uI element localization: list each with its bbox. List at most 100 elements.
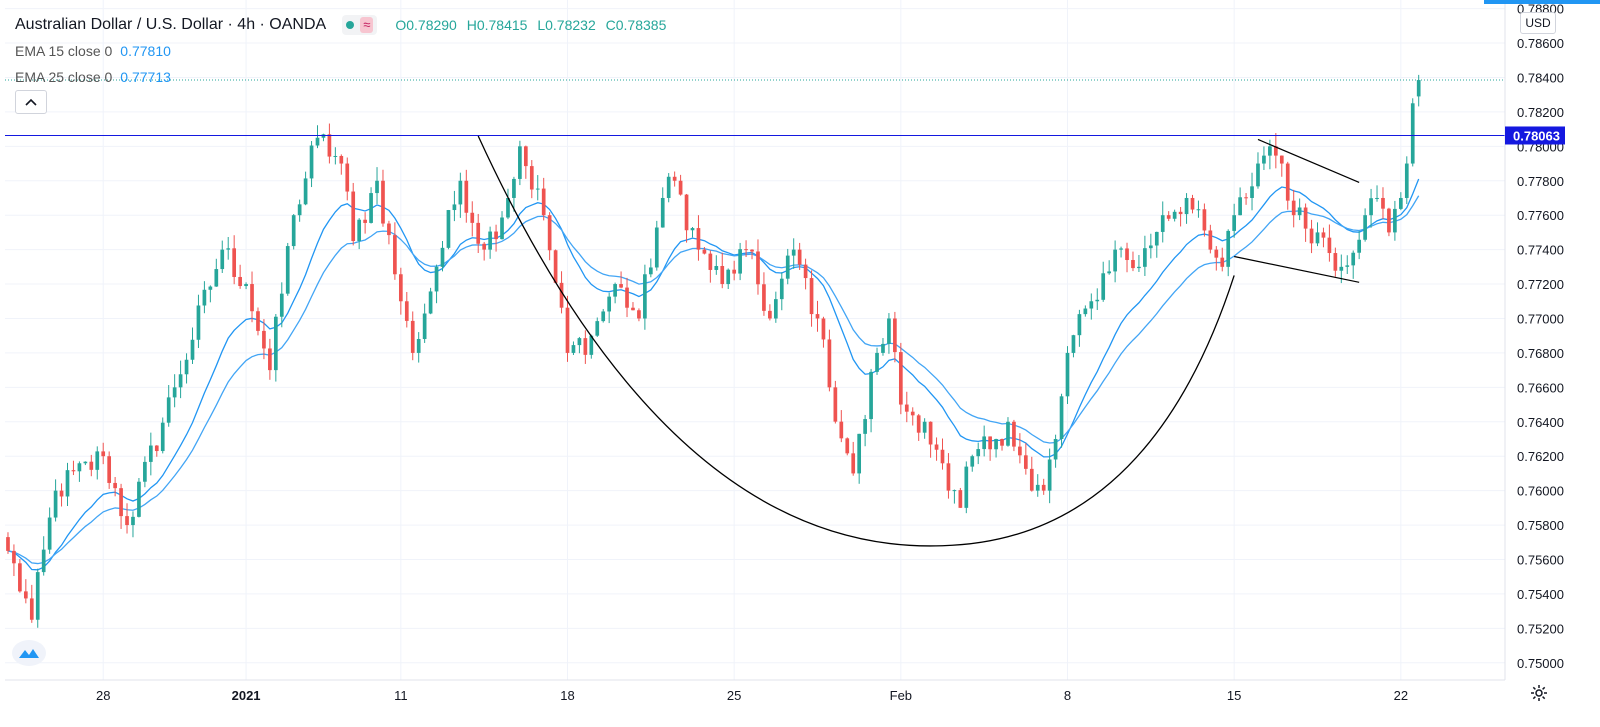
candle-body[interactable]	[154, 445, 159, 452]
candle-body[interactable]	[422, 313, 427, 340]
candle-body[interactable]	[1190, 197, 1195, 210]
currency-badge[interactable]: USD	[1520, 12, 1556, 34]
candle-body[interactable]	[1006, 421, 1010, 446]
candle-body[interactable]	[1250, 186, 1254, 198]
candle-body[interactable]	[148, 445, 153, 462]
candle-body[interactable]	[387, 223, 391, 236]
candle-body[interactable]	[113, 482, 117, 489]
candle-body[interactable]	[643, 274, 647, 319]
candle-body[interactable]	[1339, 266, 1344, 271]
candle-body[interactable]	[404, 301, 409, 321]
candle-body[interactable]	[690, 228, 695, 231]
candle-body[interactable]	[202, 289, 207, 306]
candle-body[interactable]	[131, 516, 135, 526]
candle-body[interactable]	[535, 188, 540, 190]
candle-body[interactable]	[1363, 215, 1367, 240]
candle-body[interactable]	[1345, 265, 1350, 267]
candle-body[interactable]	[53, 490, 58, 518]
candle-body[interactable]	[321, 134, 326, 138]
candle-body[interactable]	[208, 286, 213, 290]
candle-body[interactable]	[523, 146, 528, 167]
candle-body[interactable]	[827, 339, 832, 388]
candle-body[interactable]	[1375, 197, 1379, 199]
candle-body[interactable]	[934, 444, 939, 450]
candle-body[interactable]	[41, 549, 46, 573]
candle-body[interactable]	[506, 197, 510, 218]
candle-body[interactable]	[160, 422, 165, 452]
candle-body[interactable]	[583, 338, 588, 355]
candle-body[interactable]	[1232, 215, 1237, 231]
candle-body[interactable]	[988, 436, 992, 450]
candle-body[interactable]	[1202, 209, 1207, 231]
candle-body[interactable]	[458, 180, 463, 205]
settings-button[interactable]	[1530, 684, 1548, 707]
candle-body[interactable]	[1000, 438, 1004, 446]
candle-body[interactable]	[464, 180, 469, 213]
candle-body[interactable]	[637, 310, 641, 319]
candle-body[interactable]	[565, 307, 570, 353]
candle-body[interactable]	[256, 311, 260, 331]
candle-body[interactable]	[773, 299, 778, 319]
candle-body[interactable]	[226, 248, 231, 250]
candle-body[interactable]	[333, 155, 338, 157]
candle-body[interactable]	[571, 345, 576, 353]
candle-body[interactable]	[922, 421, 927, 433]
candle-body[interactable]	[1238, 197, 1242, 216]
candle-body[interactable]	[940, 449, 945, 464]
candle-body[interactable]	[1041, 484, 1046, 491]
candle-body[interactable]	[946, 463, 951, 491]
candle-body[interactable]	[1226, 230, 1231, 267]
candle-body[interactable]	[1220, 257, 1225, 267]
candle-body[interactable]	[738, 249, 742, 274]
candle-body[interactable]	[881, 343, 885, 353]
candle-body[interactable]	[833, 387, 838, 422]
candle-body[interactable]	[821, 318, 826, 340]
candle-body[interactable]	[1256, 163, 1260, 187]
candle-body[interactable]	[791, 249, 796, 256]
candle-body[interactable]	[1196, 209, 1201, 211]
candle-body[interactable]	[708, 253, 713, 270]
candle-body[interactable]	[1089, 301, 1094, 309]
candle-body[interactable]	[101, 451, 106, 457]
candle-body[interactable]	[345, 163, 350, 192]
candle-body[interactable]	[273, 316, 278, 371]
candle-body[interactable]	[595, 321, 600, 336]
candle-body[interactable]	[1178, 211, 1183, 215]
candle-body[interactable]	[262, 330, 266, 349]
candle-body[interactable]	[1351, 252, 1356, 266]
candle-body[interactable]	[732, 269, 737, 274]
flag-upper-line[interactable]	[1257, 138, 1360, 184]
candle-body[interactable]	[553, 250, 558, 283]
candle-body[interactable]	[1291, 200, 1296, 216]
candle-body[interactable]	[488, 231, 492, 250]
candle-body[interactable]	[875, 352, 879, 372]
candle-body[interactable]	[672, 176, 677, 181]
candle-body[interactable]	[1381, 197, 1385, 209]
candle-body[interactable]	[1416, 80, 1421, 97]
candle-body[interactable]	[1398, 197, 1403, 209]
candle-body[interactable]	[291, 215, 296, 247]
candle-body[interactable]	[1083, 308, 1088, 315]
candle-body[interactable]	[1321, 232, 1326, 238]
candle-body[interactable]	[928, 421, 933, 445]
candle-body[interactable]	[845, 438, 850, 454]
candle-body[interactable]	[375, 180, 379, 194]
candle-body[interactable]	[1023, 455, 1028, 469]
candle-body[interactable]	[756, 251, 760, 285]
candle-body[interactable]	[851, 453, 856, 474]
candle-body[interactable]	[720, 266, 725, 285]
ema25-legend[interactable]: EMA 25 close 0 0.77713	[15, 64, 672, 90]
candle-body[interactable]	[976, 449, 981, 457]
candle-body[interactable]	[1035, 484, 1040, 491]
candle-body[interactable]	[857, 433, 862, 474]
candle-body[interactable]	[696, 228, 701, 250]
candle-body[interactable]	[410, 320, 415, 353]
candle-body[interactable]	[83, 461, 88, 464]
candle-body[interactable]	[785, 255, 790, 279]
candle-body[interactable]	[726, 269, 731, 285]
candle-body[interactable]	[494, 231, 498, 240]
candle-body[interactable]	[809, 278, 814, 315]
cup-pattern-line[interactable]	[477, 135, 1235, 547]
candle-body[interactable]	[1303, 207, 1308, 229]
